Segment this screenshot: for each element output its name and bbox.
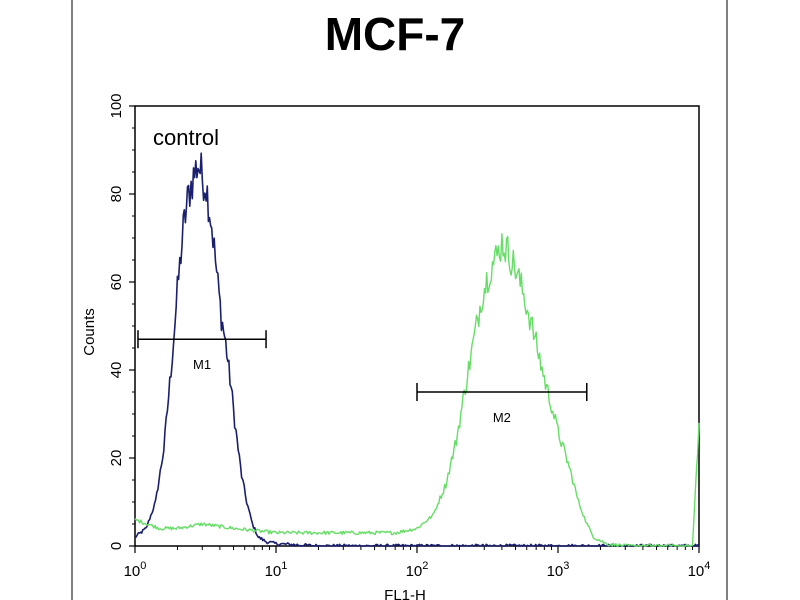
series-line-1	[134, 152, 700, 547]
x-tick-label: 102	[406, 560, 429, 580]
y-tick-label: 40	[108, 362, 125, 379]
marker-label: M1	[193, 357, 211, 372]
marker-layer: M1 M2	[137, 330, 588, 425]
x-tick-label: 101	[265, 560, 288, 580]
x-tick-label: 104	[688, 560, 711, 580]
control-label: control	[153, 125, 219, 150]
marker-label: M2	[493, 410, 511, 425]
x-axis-label: FL1-H	[384, 587, 426, 600]
x-axis: 100 101 102 103 104	[124, 546, 711, 580]
x-tick-label: 100	[124, 560, 147, 580]
x-tick-label: 103	[547, 560, 570, 580]
y-tick-label: 60	[108, 274, 125, 291]
chart-title: MCF-7	[325, 8, 466, 60]
y-tick-label: 80	[108, 186, 125, 203]
series-line-2	[134, 233, 700, 547]
y-tick-label: 20	[108, 450, 125, 467]
y-tick-label: 0	[108, 542, 125, 550]
y-tick-label: 100	[108, 93, 125, 118]
y-axis: 0 20 40 60 80 100	[108, 93, 135, 550]
y-axis-label: Counts	[81, 308, 98, 356]
series-layer	[134, 152, 700, 547]
